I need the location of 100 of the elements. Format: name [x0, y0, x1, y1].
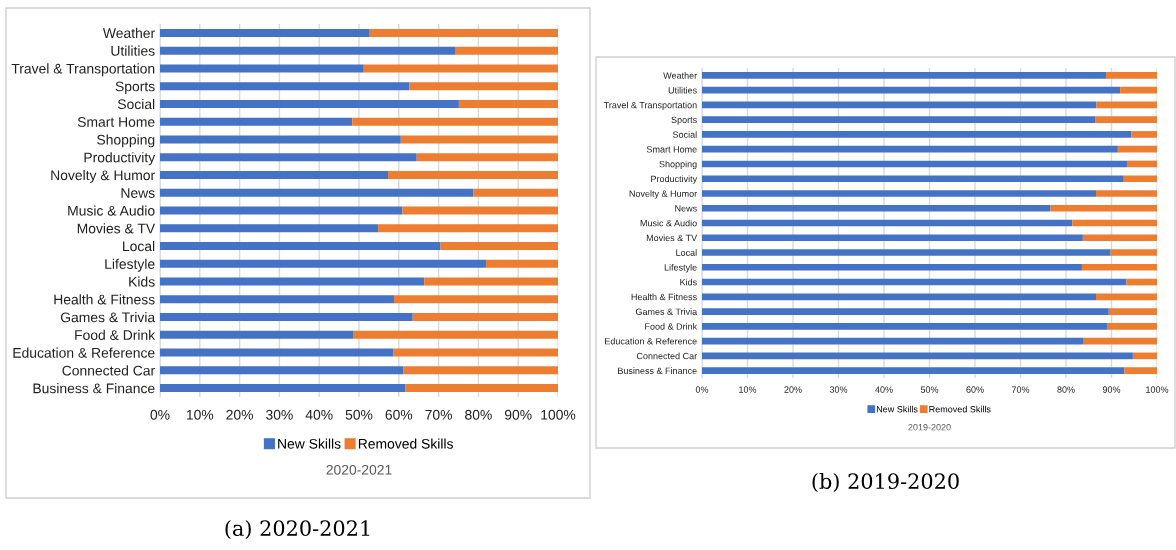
bar — [388, 170, 558, 179]
bar — [160, 135, 401, 144]
bar — [160, 82, 410, 91]
y-tick-label: Music & Audio — [68, 205, 155, 216]
bar — [378, 224, 558, 233]
bar — [394, 295, 558, 304]
y-tick-label: Smart Home — [646, 146, 697, 153]
bar — [702, 323, 1107, 330]
bar — [1096, 190, 1157, 197]
y-tick-label: Travel & Transportation — [603, 101, 697, 111]
bar — [1106, 72, 1157, 79]
bar — [1095, 116, 1157, 123]
y-tick-label: Movies & TV — [77, 223, 156, 234]
bar — [1132, 352, 1157, 360]
bar — [353, 330, 558, 339]
bar — [473, 188, 558, 197]
y-tick-label: Kids — [129, 276, 155, 287]
bar — [1096, 101, 1157, 109]
x-tick-label: 60% — [966, 386, 984, 393]
x-tick-label: 100% — [1146, 386, 1169, 393]
bar — [160, 170, 389, 179]
y-tick-label: News — [121, 188, 155, 198]
bar — [702, 308, 1109, 315]
bar — [702, 278, 1127, 286]
bar — [702, 175, 1124, 183]
y-tick-label: Shopping — [97, 134, 155, 148]
y-tick-label: News — [675, 205, 697, 212]
y-tick-label: Music & Audio — [640, 219, 697, 227]
bar — [1108, 308, 1157, 315]
legend-label: Removed Skills — [358, 438, 453, 449]
bar — [352, 117, 558, 126]
x-tick-label: 30% — [266, 409, 293, 420]
y-tick-label: Novelty & Humor — [51, 169, 155, 183]
bar — [160, 64, 364, 73]
y-tick-label: Movies & TV — [646, 234, 698, 242]
bar — [1123, 175, 1157, 183]
y-tick-label: Shopping — [659, 160, 697, 170]
x-tick-label: 0% — [150, 409, 170, 420]
bar — [363, 64, 558, 73]
x-tick-label: 10% — [739, 386, 757, 393]
y-tick-label: Games & Trivia — [60, 312, 156, 323]
bar — [160, 188, 474, 197]
bar — [702, 116, 1096, 123]
x-tick-label: 50% — [920, 386, 939, 393]
bar — [702, 367, 1125, 374]
text: (b) 2019-2020 — [812, 472, 959, 492]
x-tick-label: 40% — [875, 386, 893, 393]
bar — [416, 153, 558, 162]
x-tick-label: 20% — [784, 386, 802, 393]
bar — [1082, 234, 1157, 242]
bar — [160, 259, 486, 268]
legend-label: New Skills — [278, 438, 341, 449]
y-tick-label: Lifestyle — [664, 264, 697, 273]
x-tick-label: 60% — [385, 409, 413, 420]
bar — [702, 190, 1097, 197]
y-tick-label: Weather — [102, 27, 155, 39]
y-tick-label: Sports — [115, 81, 155, 95]
bar — [702, 219, 1073, 227]
legend-label: Removed Skills — [929, 405, 991, 413]
bar — [1117, 145, 1157, 153]
bar — [1106, 323, 1157, 330]
y-tick-label: Productivity — [84, 152, 156, 166]
y-tick-label: Smart Home — [77, 117, 155, 127]
bar — [1126, 160, 1157, 168]
x-tick-label: 10% — [186, 409, 214, 420]
bar — [160, 348, 394, 357]
bar — [409, 82, 558, 91]
bar — [702, 263, 1082, 271]
bar — [1081, 263, 1157, 271]
bar — [702, 101, 1097, 109]
bar — [1110, 249, 1157, 256]
bar — [160, 117, 353, 126]
bar — [160, 295, 395, 304]
y-tick-label: Utilities — [111, 45, 155, 56]
x-tick-label: 100% — [541, 409, 576, 420]
y-tick-label: Novelty & Humor — [629, 190, 697, 199]
bar — [393, 348, 558, 357]
text: 2020-2021 — [326, 464, 392, 475]
bar — [369, 28, 558, 37]
y-tick-label: Social — [672, 131, 697, 138]
bar — [160, 366, 404, 375]
y-tick-label: Food & Drink — [75, 329, 156, 340]
bar — [458, 99, 558, 108]
x-tick-label: 80% — [465, 409, 492, 420]
bar — [1131, 131, 1157, 138]
bar — [160, 313, 413, 322]
bar — [702, 234, 1083, 242]
bar — [160, 153, 417, 162]
bar — [160, 28, 370, 37]
y-tick-label: Games & Trivia — [635, 308, 698, 315]
bar — [702, 72, 1107, 79]
y-tick-label: Business & Finance — [618, 367, 697, 374]
bar — [160, 277, 425, 286]
bar — [1050, 204, 1157, 212]
bar — [702, 131, 1132, 138]
bar — [1096, 293, 1157, 301]
x-tick-label: 90% — [504, 409, 532, 420]
bar — [455, 46, 558, 55]
bar — [1072, 219, 1157, 227]
x-tick-label: 70% — [425, 409, 453, 420]
